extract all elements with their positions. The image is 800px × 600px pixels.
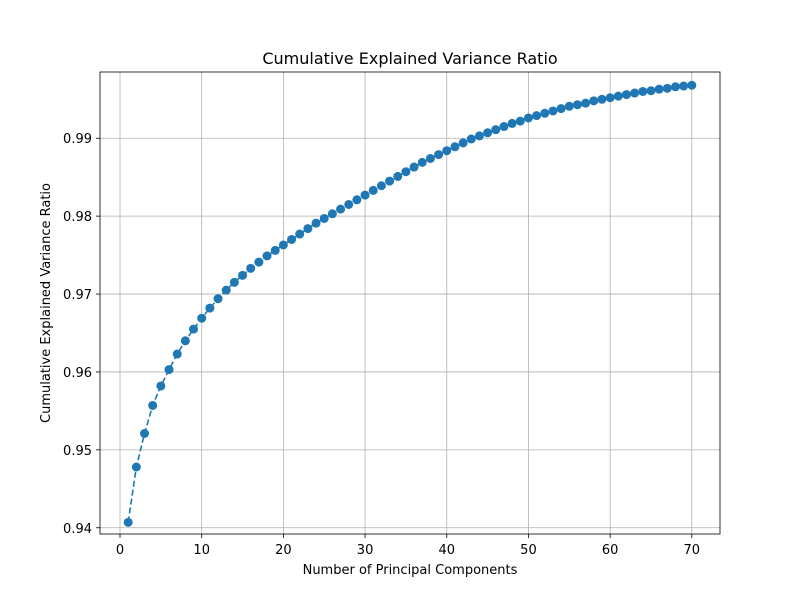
data-point (425, 153, 435, 163)
data-point (491, 125, 501, 135)
data-point (180, 336, 190, 346)
data-point (360, 190, 370, 200)
data-point (254, 257, 264, 267)
data-point (287, 235, 297, 245)
data-point (229, 277, 239, 287)
chart-title: Cumulative Explained Variance Ratio (262, 49, 557, 68)
x-tick-label: 10 (193, 543, 210, 558)
x-tick-label: 50 (520, 543, 537, 558)
data-point (213, 294, 223, 304)
data-point (319, 213, 329, 223)
data-point (417, 157, 427, 167)
data-point (662, 83, 672, 93)
data-point (458, 138, 468, 148)
data-point (670, 82, 680, 92)
data-point (474, 131, 484, 141)
data-point (515, 116, 525, 126)
data-point (123, 517, 133, 527)
data-point (434, 150, 444, 160)
x-axis-label: Number of Principal Components (303, 563, 518, 578)
axes-layer: 0 10 20 30 40 50 60 70 0.94 0.95 0.96 0.97 0.98 0.99 (63, 71, 721, 558)
y-axis-label: Cumulative Explained Variance Ratio (39, 183, 54, 423)
data-point (442, 146, 452, 156)
data-point (572, 100, 582, 110)
data-point (368, 185, 378, 195)
plot-frame (99, 71, 721, 535)
data-point (638, 86, 648, 96)
data-point (605, 93, 615, 103)
x-tick-label: 30 (357, 543, 374, 558)
data-point (679, 81, 689, 91)
data-point (172, 349, 182, 359)
data-point (409, 162, 419, 172)
data-point (401, 167, 411, 177)
data-point (556, 104, 566, 114)
data-point (295, 229, 305, 239)
x-tick-label: 60 (602, 543, 619, 558)
data-point (507, 118, 517, 128)
y-tick-label: 0.94 (63, 522, 92, 537)
y-tick-label: 0.95 (63, 444, 92, 459)
data-point (597, 94, 607, 104)
data-point (483, 128, 493, 138)
data-point (303, 224, 313, 234)
data-point (131, 462, 141, 472)
data-point (148, 400, 158, 410)
data-point (393, 171, 403, 181)
data-point (687, 80, 697, 90)
data-point (376, 181, 386, 191)
grid-layer (100, 72, 720, 534)
data-point (523, 113, 533, 123)
data-point (311, 218, 321, 228)
data-point (156, 381, 166, 391)
data-point (564, 101, 574, 111)
data-point (344, 199, 354, 209)
data-point (646, 86, 656, 96)
data-point (352, 195, 362, 205)
data-point (164, 365, 174, 375)
series-layer (123, 80, 697, 527)
data-point (270, 245, 280, 255)
x-tick-label: 0 (116, 543, 124, 558)
y-tick-label: 0.97 (63, 288, 92, 303)
data-point (140, 428, 150, 438)
y-tick-label: 0.96 (63, 366, 92, 381)
data-point (246, 263, 256, 273)
data-point (336, 204, 346, 214)
data-point (613, 91, 623, 101)
data-point (540, 108, 550, 118)
data-point (238, 270, 248, 280)
data-point (548, 106, 558, 116)
data-point (262, 251, 272, 261)
data-point (205, 303, 215, 313)
y-tick-label: 0.99 (63, 132, 92, 147)
data-point (581, 98, 591, 108)
data-point (621, 90, 631, 100)
x-tick-label: 70 (684, 543, 701, 558)
data-point (466, 134, 476, 144)
data-point (630, 88, 640, 98)
data-point (654, 84, 664, 94)
data-point (221, 285, 231, 295)
data-point (278, 240, 288, 250)
data-point (385, 176, 395, 186)
data-point (532, 111, 542, 121)
data-point (450, 142, 460, 152)
data-point (189, 324, 199, 334)
data-point (499, 122, 509, 132)
y-tick-label: 0.98 (63, 210, 92, 225)
x-tick-label: 20 (275, 543, 292, 558)
data-point (589, 96, 599, 106)
x-tick-label: 40 (438, 543, 455, 558)
data-point (327, 209, 337, 219)
data-point (197, 313, 207, 323)
